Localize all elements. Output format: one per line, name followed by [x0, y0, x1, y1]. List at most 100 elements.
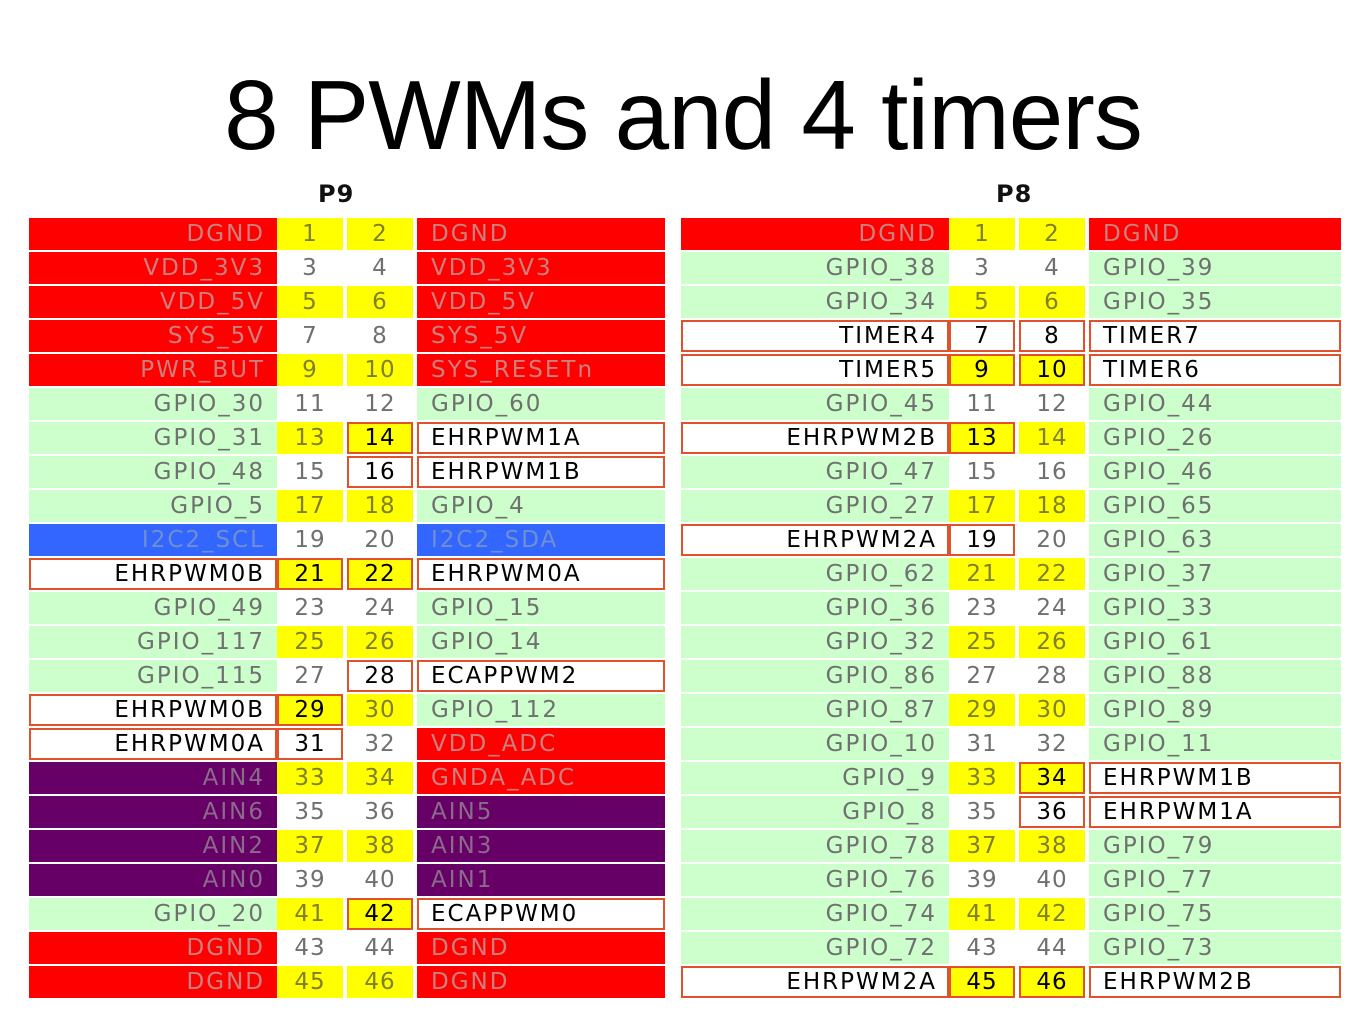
p9-row: EHRPWM0A 31 32 VDD_ADC [29, 728, 665, 762]
p8-pin-table: DGND 1 2 DGND GPIO_38 3 4 GPIO_39 GPIO_34 5 6 GPIO_… [681, 218, 1341, 1000]
p9-row: GPIO_30 11 12 GPIO_60 [29, 388, 665, 422]
p9-signal-right: EHRPWM1B [417, 456, 665, 490]
p9-signal-right: ECAPPWM2 [417, 660, 665, 694]
gap [413, 218, 417, 252]
gap [343, 694, 347, 728]
p9-pin-number: 34 [347, 762, 413, 796]
p9-row: PWR_BUT 9 10 SYS_RESETn [29, 354, 665, 388]
p8-pin-number: 23 [949, 592, 1015, 626]
p8-row: GPIO_9 33 34 EHRPWM1B [681, 762, 1341, 796]
p8-row: TIMER4 7 8 TIMER7 [681, 320, 1341, 354]
p8-pin-number: 7 [949, 320, 1015, 354]
p9-pin-number: 27 [277, 660, 343, 694]
gap [343, 218, 347, 252]
p8-pin-number: 4 [1019, 252, 1085, 286]
gap [1015, 252, 1019, 286]
p9-pin-number: 22 [347, 558, 413, 592]
p9-pin-number: 31 [277, 728, 343, 762]
gap [1015, 524, 1019, 558]
gap [413, 524, 417, 558]
p9-signal-right: VDD_5V [417, 286, 665, 320]
p9-pin-number: 41 [277, 898, 343, 932]
gap [1015, 762, 1019, 796]
p8-signal-left: GPIO_76 [681, 864, 949, 898]
p9-pin-number: 36 [347, 796, 413, 830]
p9-signal-left: GPIO_117 [29, 626, 277, 660]
gap [343, 626, 347, 660]
gap [343, 354, 347, 388]
p8-pin-number: 39 [949, 864, 1015, 898]
p9-pin-number: 43 [277, 932, 343, 966]
gap [1085, 320, 1089, 354]
gap [413, 694, 417, 728]
gap [1015, 796, 1019, 830]
gap [1085, 354, 1089, 388]
p8-signal-right: GPIO_77 [1089, 864, 1341, 898]
gap [1085, 660, 1089, 694]
p9-pin-number: 35 [277, 796, 343, 830]
p9-row: DGND 43 44 DGND [29, 932, 665, 966]
p8-row: TIMER5 9 10 TIMER6 [681, 354, 1341, 388]
p9-signal-left: EHRPWM0A [29, 728, 277, 762]
gap [1085, 218, 1089, 252]
p9-pin-number: 2 [347, 218, 413, 252]
p8-pin-number: 12 [1019, 388, 1085, 422]
p8-pin-number: 9 [949, 354, 1015, 388]
p9-row: SYS_5V 7 8 SYS_5V [29, 320, 665, 354]
gap [413, 286, 417, 320]
p8-signal-right: DGND [1089, 218, 1341, 252]
p9-signal-right: GPIO_112 [417, 694, 665, 728]
p8-signal-left: EHRPWM2B [681, 422, 949, 456]
gap [343, 762, 347, 796]
p8-pin-number: 38 [1019, 830, 1085, 864]
p9-pin-number: 24 [347, 592, 413, 626]
gap [413, 422, 417, 456]
p8-pin-number: 34 [1019, 762, 1085, 796]
p9-pin-number: 44 [347, 932, 413, 966]
gap [343, 830, 347, 864]
p8-row: GPIO_62 21 22 GPIO_37 [681, 558, 1341, 592]
p8-signal-right: EHRPWM1A [1089, 796, 1341, 830]
p8-signal-right: GPIO_88 [1089, 660, 1341, 694]
gap [1085, 898, 1089, 932]
p8-pin-number: 33 [949, 762, 1015, 796]
p9-signal-left: EHRPWM0B [29, 694, 277, 728]
p9-pin-number: 42 [347, 898, 413, 932]
p8-signal-left: GPIO_78 [681, 830, 949, 864]
p8-signal-right: EHRPWM2B [1089, 966, 1341, 1000]
gap [1015, 354, 1019, 388]
p8-row: GPIO_27 17 18 GPIO_65 [681, 490, 1341, 524]
gap [413, 932, 417, 966]
p8-signal-left: GPIO_8 [681, 796, 949, 830]
p9-pin-number: 33 [277, 762, 343, 796]
p8-row: EHRPWM2A 19 20 GPIO_63 [681, 524, 1341, 558]
p8-row: GPIO_76 39 40 GPIO_77 [681, 864, 1341, 898]
p8-row: GPIO_8 35 36 EHRPWM1A [681, 796, 1341, 830]
p8-signal-right: GPIO_11 [1089, 728, 1341, 762]
gap [343, 252, 347, 286]
p8-signal-left: GPIO_45 [681, 388, 949, 422]
p9-signal-right: GPIO_14 [417, 626, 665, 660]
gap [1015, 490, 1019, 524]
p9-row: GPIO_115 27 28 ECAPPWM2 [29, 660, 665, 694]
p8-pin-number: 14 [1019, 422, 1085, 456]
p8-signal-right: GPIO_73 [1089, 932, 1341, 966]
gap [1085, 728, 1089, 762]
p9-signal-right: DGND [417, 932, 665, 966]
p9-signal-left: SYS_5V [29, 320, 277, 354]
p9-pin-number: 25 [277, 626, 343, 660]
p9-row: EHRPWM0B 29 30 GPIO_112 [29, 694, 665, 728]
p8-signal-left: GPIO_36 [681, 592, 949, 626]
gap [1015, 932, 1019, 966]
p8-signal-right: GPIO_39 [1089, 252, 1341, 286]
p9-signal-left: GPIO_30 [29, 388, 277, 422]
p9-pin-number: 46 [347, 966, 413, 1000]
p9-row: GPIO_20 41 42 ECAPPWM0 [29, 898, 665, 932]
gap [343, 932, 347, 966]
gap [413, 626, 417, 660]
p9-row: AIN4 33 34 GNDA_ADC [29, 762, 665, 796]
p8-signal-left: GPIO_27 [681, 490, 949, 524]
p9-row: DGND 45 46 DGND [29, 966, 665, 1000]
p8-pin-number: 43 [949, 932, 1015, 966]
gap [343, 422, 347, 456]
